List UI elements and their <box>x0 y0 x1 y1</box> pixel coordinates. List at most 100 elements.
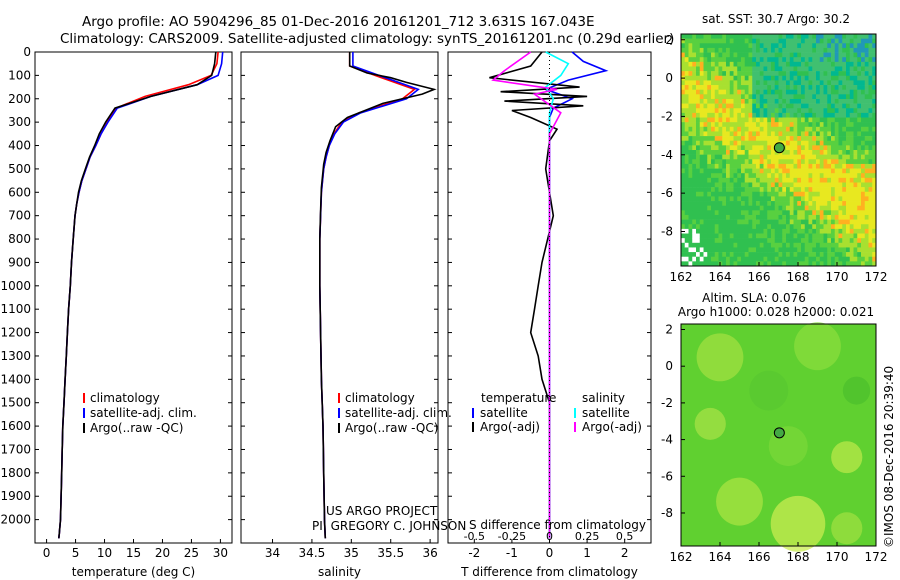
sst-cell <box>808 80 813 86</box>
sst-cell <box>737 122 742 128</box>
sst-cell <box>778 122 783 128</box>
plot-frame <box>240 51 439 544</box>
sst-cell <box>722 210 727 216</box>
sst-cell <box>834 182 839 188</box>
sst-cell <box>688 214 693 220</box>
sst-cell <box>688 43 693 49</box>
sst-cell <box>711 242 716 248</box>
sst-cell <box>868 80 873 86</box>
sst-cell <box>707 159 712 165</box>
sst-cell <box>797 177 802 183</box>
sst-cell <box>681 103 686 109</box>
sst-cell <box>714 154 719 160</box>
sst-cell <box>771 191 776 197</box>
sst-cell <box>688 159 693 165</box>
sst-cell <box>808 89 813 95</box>
sst-cell <box>838 247 843 253</box>
sst-cell <box>842 247 847 253</box>
sst-cell <box>812 47 817 53</box>
sst-cell <box>812 168 817 174</box>
sst-cell <box>729 150 734 155</box>
sst-cell <box>774 131 779 137</box>
sst-cell <box>774 75 779 81</box>
sst-cell <box>759 80 764 86</box>
sst-cell <box>857 256 862 262</box>
sst-cell <box>857 177 862 183</box>
sst-cell <box>849 252 854 258</box>
sst-cell <box>771 89 776 95</box>
sst-cell <box>733 173 738 179</box>
temperature-panel: 0 5 10 15 20 25 300100200300400500600700800900… <box>0 45 233 579</box>
sst-cell <box>703 163 708 169</box>
sst-cell <box>767 154 772 160</box>
sst-cell <box>771 159 776 165</box>
sst-cell <box>714 112 719 118</box>
sst-cell <box>737 154 742 160</box>
sst-cell <box>868 247 873 253</box>
sst-cell <box>756 52 761 58</box>
sst-cell <box>793 38 798 44</box>
sst-cell <box>726 94 731 100</box>
sst-cell <box>812 150 817 155</box>
sst-cell <box>741 214 746 220</box>
sst-cell <box>771 196 776 202</box>
sst-cell <box>711 34 716 39</box>
sst-cell <box>718 163 723 169</box>
sst-cell <box>808 196 813 202</box>
sst-cell <box>759 247 764 253</box>
sst-cell <box>857 38 862 44</box>
sst-cell <box>834 205 839 211</box>
sst-cell <box>864 177 869 183</box>
sst-cell <box>853 201 858 206</box>
sst-cell <box>703 205 708 211</box>
sst-cell <box>861 145 866 151</box>
y-tick-label: -6 <box>661 469 673 483</box>
sst-cell <box>827 108 832 114</box>
sst-cell <box>823 89 828 95</box>
sst-cell <box>846 112 851 118</box>
sla-map-title-2: Argo h1000: 0.028 h2000: 0.021 <box>678 305 874 319</box>
sst-cell <box>861 98 866 104</box>
y-tick-label: 2000 <box>0 513 31 527</box>
sst-cell <box>722 173 727 179</box>
sst-cell <box>733 43 738 49</box>
sst-cell <box>684 47 689 53</box>
sst-cell <box>797 131 802 137</box>
sst-cell <box>714 233 719 239</box>
sst-cell <box>868 47 873 53</box>
sst-cell <box>681 168 686 174</box>
sst-cell <box>804 75 809 81</box>
sst-cell <box>816 43 821 49</box>
sst-cell <box>771 43 776 49</box>
sst-cell <box>737 256 742 262</box>
sst-cell <box>816 66 821 72</box>
sst-cell <box>786 187 791 193</box>
sst-cell <box>699 57 704 63</box>
sst-cell <box>797 224 802 230</box>
sst-cell <box>703 140 708 146</box>
sst-cell <box>846 61 851 67</box>
sst-cell <box>864 219 869 225</box>
sst-cell <box>718 98 723 104</box>
sst-cell <box>846 94 851 100</box>
sst-cell <box>786 214 791 220</box>
sst-cell <box>831 214 836 220</box>
sst-cell <box>714 85 719 90</box>
sst-cell <box>703 191 708 197</box>
sst-cell <box>872 252 877 258</box>
sst-cell <box>793 117 798 123</box>
sst-cell <box>861 219 866 225</box>
sst-cell <box>774 112 779 118</box>
sst-cell <box>726 117 731 123</box>
y-tick-label: 1300 <box>0 349 31 363</box>
sst-cell <box>849 182 854 188</box>
sst-cell <box>842 210 847 216</box>
sst-cell <box>861 136 866 142</box>
sst-cell <box>816 256 821 262</box>
sst-cell <box>756 112 761 118</box>
sst-cell <box>684 85 689 90</box>
sst-cell <box>808 94 813 100</box>
sst-cell <box>722 150 727 155</box>
sst-cell <box>748 196 753 202</box>
sst-cell <box>868 61 873 67</box>
